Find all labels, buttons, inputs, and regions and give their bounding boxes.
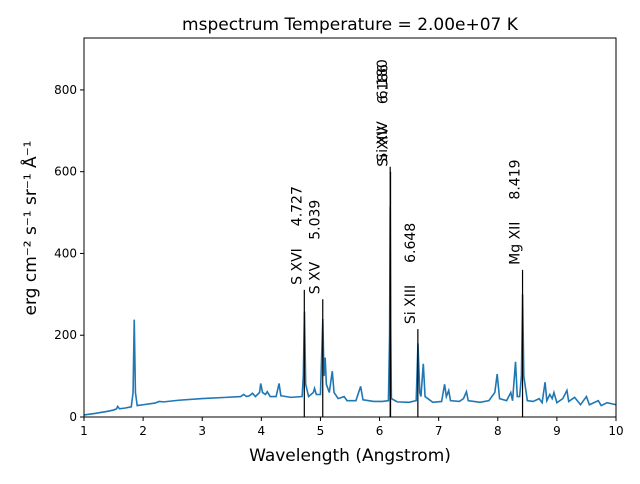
y-tick-label: 800	[54, 83, 77, 97]
ion-name: S XV	[308, 261, 324, 294]
wavelength-label: 6.648	[403, 223, 419, 263]
x-axis-label: Wavelength (Angstrom)	[249, 446, 451, 466]
emission-label: Si XIII 6.648	[403, 223, 419, 324]
x-tick-label: 9	[553, 424, 561, 438]
y-tick-label: 600	[54, 165, 77, 179]
wavelength-label: 4.727	[289, 186, 305, 226]
y-tick-label: 0	[69, 410, 77, 424]
ion-name: Si XIII	[403, 285, 419, 324]
x-tick-label: 7	[435, 424, 443, 438]
emission-label: S XV 5.039	[308, 200, 324, 295]
wavelength-label: 6.186	[376, 64, 392, 104]
ion-name: Si XIV	[376, 126, 392, 167]
x-tick-label: 6	[376, 424, 384, 438]
emission-label: Si XIV 6.186	[376, 64, 392, 167]
x-tick-label: 3	[198, 424, 206, 438]
emission-label: Si XIV 6.180	[375, 59, 391, 162]
x-tick-label: 10	[608, 424, 623, 438]
chart-title: mspectrum Temperature = 2.00e+07 K	[182, 15, 519, 35]
x-tick-label: 2	[139, 424, 147, 438]
ion-name: S XVI	[289, 248, 305, 285]
x-tick-label: 1	[80, 424, 88, 438]
wavelength-label: 5.039	[308, 200, 324, 240]
emission-label: S XVI 4.727	[289, 186, 305, 285]
wavelength-label: 8.419	[508, 159, 524, 199]
wavelength-label: 6.180	[375, 59, 391, 99]
ion-name: Si XIV	[375, 121, 391, 162]
x-tick-label: 8	[494, 424, 502, 438]
y-axis-label: erg cm⁻² s⁻¹ sr⁻¹ Å⁻¹	[19, 141, 41, 316]
spectrum-line	[83, 206, 617, 416]
x-tick-label: 5	[317, 424, 325, 438]
plot-frame	[83, 37, 617, 418]
y-tick-label: 400	[54, 246, 77, 260]
x-tick-label: 4	[258, 424, 266, 438]
y-tick-label: 200	[54, 328, 77, 342]
emission-label: Mg XII 8.419	[508, 159, 524, 264]
ion-name: Mg XII	[508, 222, 524, 265]
